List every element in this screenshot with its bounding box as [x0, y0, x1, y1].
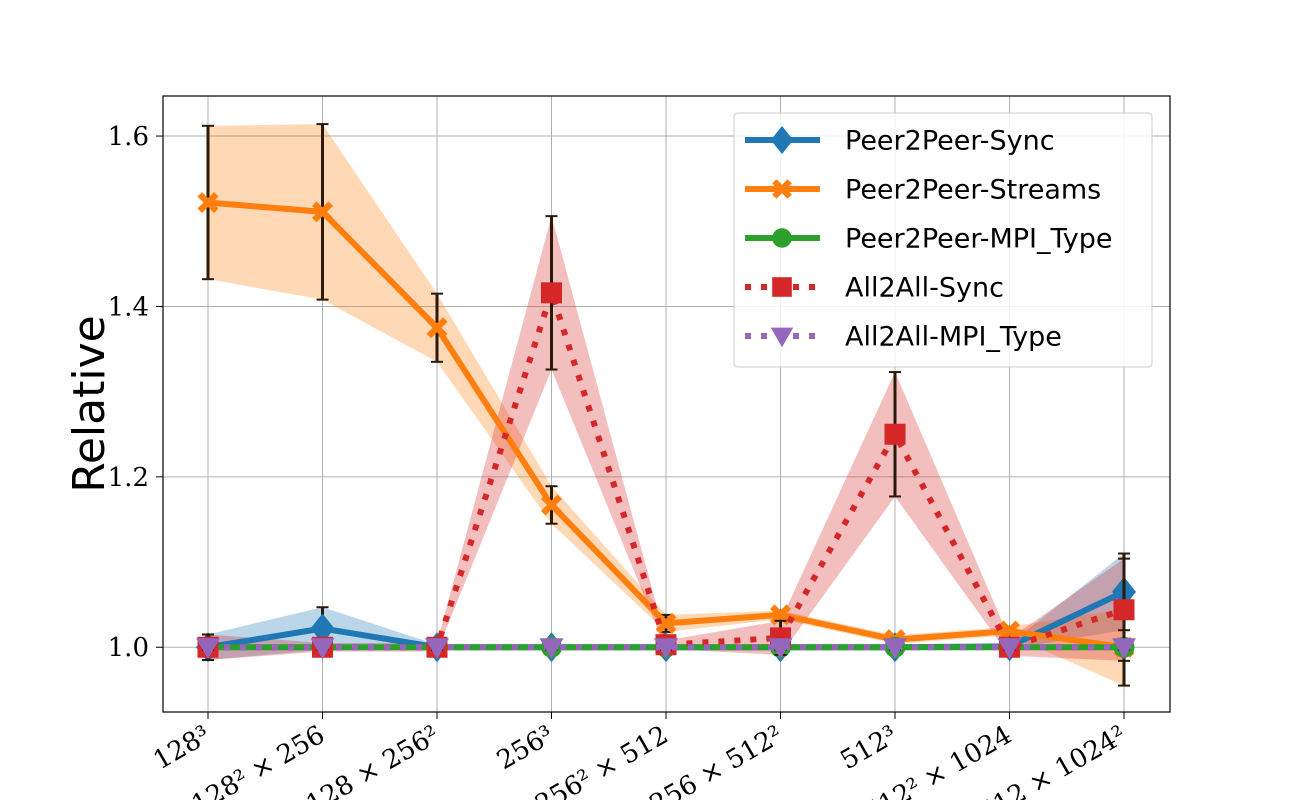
legend-label: Peer2Peer-MPI_Type [845, 224, 1113, 255]
error-band [208, 124, 1124, 686]
marker [999, 620, 1020, 642]
marker [772, 277, 792, 297]
legend-label: Peer2Peer-Streams [845, 175, 1101, 206]
marker [425, 638, 449, 660]
legend-label: Peer2Peer-Sync [845, 126, 1055, 157]
marker [539, 638, 564, 660]
x-tick-label: 512³ [835, 720, 902, 776]
marker [883, 638, 907, 660]
x-tick-label: 256 × 512² [645, 720, 788, 800]
marker [655, 612, 677, 634]
marker [1113, 599, 1135, 621]
marker [310, 638, 335, 660]
marker [312, 201, 333, 223]
x-tick-label: 256³ [492, 720, 559, 776]
legend-label: All2All-MPI_Type [845, 322, 1062, 353]
y-tick-label: 1.6 [108, 122, 149, 152]
marker [770, 327, 794, 348]
marker [1112, 638, 1136, 660]
marker [541, 282, 562, 304]
legend-box [733, 112, 1153, 368]
marker [772, 228, 792, 248]
marker [997, 638, 1022, 660]
marker [770, 126, 794, 154]
y-tick-label: 1.2 [108, 463, 149, 493]
y-tick-label: 1.4 [108, 292, 149, 322]
legend: Peer2Peer-Sync Peer2Peer-Streams Peer2Peer… [733, 112, 1153, 368]
x-tick-label: 128³ [148, 720, 215, 776]
marker [196, 638, 220, 660]
marker [310, 613, 335, 644]
marker [541, 494, 562, 516]
marker [654, 638, 678, 660]
plot-area [196, 123, 1136, 687]
y-axis-label: Relative [64, 315, 115, 492]
x-tick-label: 128 × 256² [301, 720, 444, 800]
plot-frame [162, 95, 1171, 713]
marker [768, 638, 793, 660]
y-tick-label: 1.0 [108, 633, 149, 663]
marker [197, 192, 219, 214]
marker [426, 317, 448, 339]
x-tick-label: 256² × 512 [530, 720, 673, 800]
marker [772, 179, 792, 199]
x-tick-label: 128² × 256 [187, 720, 330, 800]
marker [884, 423, 906, 445]
legend-label: All2All-Sync [845, 273, 1004, 304]
